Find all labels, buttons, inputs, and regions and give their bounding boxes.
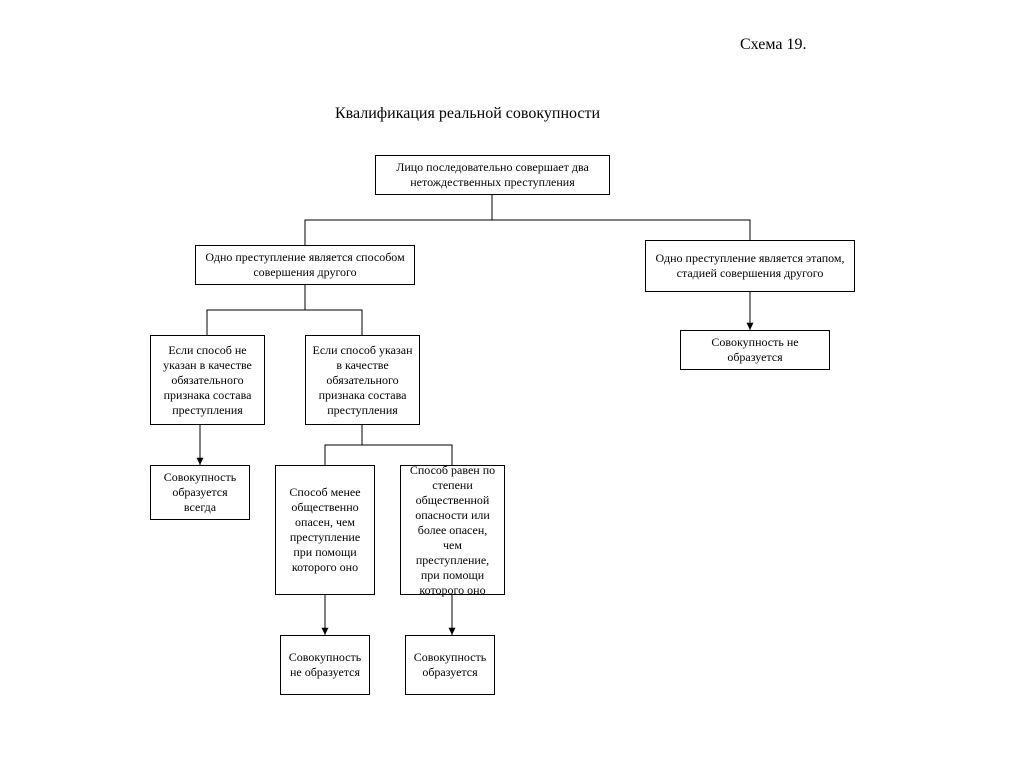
node-l3a: Совокупность образуется всегда [150,465,250,520]
node-r2: Совокупность не образуется [680,330,830,370]
node-l2a: Если способ не указан в качестве обязате… [150,335,265,425]
node-l4c: Совокупность образуется [405,635,495,695]
arrowhead-right1-r2 [747,323,754,330]
edge-l2b-l3c [362,425,452,465]
node-l4b: Совокупность не образуется [280,635,370,695]
edge-l2b-l3b [325,425,362,465]
arrowhead-l3c-l4c [449,628,456,635]
diagram-title: Квалификация реальной совокупности [335,105,600,123]
edge-left1-l2a [207,285,305,335]
edge-left1-l2b [305,285,362,335]
scheme-label: Схема 19. [740,36,807,54]
edge-root-left1 [305,195,492,245]
edge-root-right1 [492,195,750,240]
node-l2b: Если способ указан в качестве обязательн… [305,335,420,425]
node-l3c: Способ равен по степени общественной опа… [400,465,505,595]
node-right1: Одно преступление является этапом, стади… [645,240,855,292]
node-l3b: Способ менее общественно опасен, чем пре… [275,465,375,595]
arrowhead-l2a-l3a [197,458,204,465]
node-root: Лицо последовательно совершает два нетож… [375,155,610,195]
arrowhead-l3b-l4b [322,628,329,635]
diagram-canvas: Схема 19. Квалификация реальной совокупн… [0,0,1024,767]
node-left1: Одно преступление является способом сове… [195,245,415,285]
